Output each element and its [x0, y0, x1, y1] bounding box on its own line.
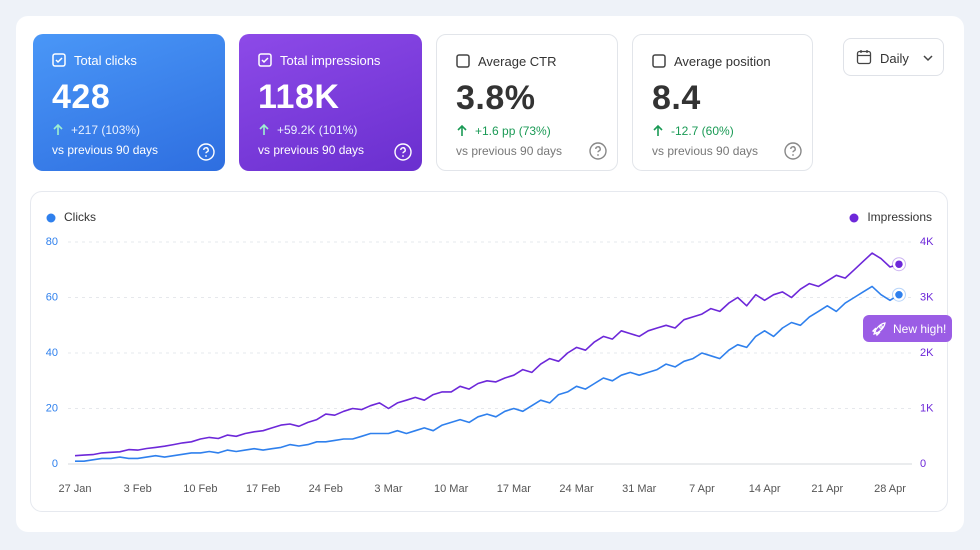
y2-tick-label: 2K	[920, 347, 934, 359]
x-tick-label: 28 Apr	[874, 483, 906, 495]
x-tick-label: 3 Mar	[374, 483, 402, 495]
card-change: +59.2K (101%)	[277, 123, 358, 137]
card-clicks[interactable]: Total clicks 428 +217 (103%) vs previous…	[33, 34, 225, 171]
card-title: Average CTR	[478, 54, 557, 69]
new-high-badge: New high!	[863, 315, 952, 342]
x-tick-label: 10 Mar	[434, 483, 469, 495]
x-tick-label: 21 Apr	[811, 483, 843, 495]
end-marker-ring	[891, 257, 906, 272]
x-tick-label: 10 Feb	[183, 483, 217, 495]
granularity-dropdown[interactable]: Daily	[843, 38, 944, 76]
x-tick-label: 7 Apr	[689, 483, 715, 495]
up-arrow	[653, 124, 663, 136]
end-marker	[892, 288, 906, 301]
y-tick-label: 0	[52, 458, 58, 470]
up-arrow	[259, 123, 269, 135]
card-title: Total impressions	[280, 53, 381, 68]
y-tick-label: 60	[46, 291, 58, 303]
help-icon[interactable]	[589, 142, 607, 160]
y-tick-label: 80	[46, 236, 58, 248]
card-change: +1.6 pp (73%)	[475, 124, 551, 138]
up-arrow	[457, 124, 467, 136]
legend-dot	[849, 213, 859, 223]
checkbox[interactable]	[52, 53, 66, 67]
card-value: 8.4	[652, 79, 701, 117]
x-tick-label: 17 Mar	[497, 483, 532, 495]
y2-tick-label: 3K	[920, 291, 934, 303]
help-icon[interactable]	[197, 143, 215, 161]
legend-label: Clicks	[64, 210, 96, 224]
card-period: vs previous 90 days	[652, 144, 759, 158]
series-line	[74, 252, 900, 457]
x-tick-label: 17 Feb	[246, 483, 280, 495]
y-tick-label: 20	[46, 402, 58, 414]
x-tick-label: 27 Jan	[58, 483, 91, 495]
x-tick-label: 24 Feb	[309, 483, 343, 495]
card-value: 428	[52, 78, 111, 116]
card-value: 118K	[258, 78, 340, 116]
help-icon[interactable]	[394, 143, 412, 161]
card-ctr[interactable]: Average CTR 3.8% +1.6 pp (73%) vs previo…	[436, 34, 618, 171]
card-position[interactable]: Average position 8.4 -12.7 (60%) vs prev…	[632, 34, 813, 171]
checkbox[interactable]	[456, 54, 470, 68]
card-value: 3.8%	[456, 79, 536, 117]
card-change: -12.7 (60%)	[671, 124, 734, 138]
card-title: Total clicks	[74, 53, 137, 68]
calendar-icon	[856, 50, 872, 65]
x-tick-label: 31 Mar	[622, 483, 657, 495]
series-line	[75, 285, 900, 462]
annotation: New high!	[893, 322, 947, 336]
card-change: +217 (103%)	[71, 123, 141, 137]
up-arrow	[53, 123, 63, 135]
dropdown-label: Daily	[880, 51, 909, 66]
x-tick-label: 14 Apr	[749, 483, 781, 495]
card-impressions[interactable]: Total impressions 118K +59.2K (101%) vs …	[239, 34, 422, 171]
card-period: vs previous 90 days	[258, 143, 365, 157]
x-tick-label: 24 Mar	[559, 483, 594, 495]
y-tick-label: 40	[46, 347, 58, 359]
legend-dot	[46, 213, 56, 223]
y2-tick-label: 4K	[920, 236, 934, 248]
end-marker-ring	[891, 287, 906, 302]
chevron	[923, 55, 933, 62]
help-icon[interactable]	[784, 142, 802, 160]
checkbox[interactable]	[652, 54, 666, 68]
end-marker	[892, 257, 906, 271]
legend-label: Impressions	[867, 210, 932, 224]
y2-tick-label: 0	[920, 458, 926, 470]
checkbox[interactable]	[258, 53, 272, 67]
card-title: Average position	[674, 54, 771, 69]
chart-panel	[30, 191, 948, 512]
y2-tick-label: 1K	[920, 402, 934, 414]
rocket-icon	[871, 322, 886, 337]
card-period: vs previous 90 days	[456, 144, 563, 158]
card-period: vs previous 90 days	[52, 143, 159, 157]
x-tick-label: 3 Feb	[124, 483, 152, 495]
